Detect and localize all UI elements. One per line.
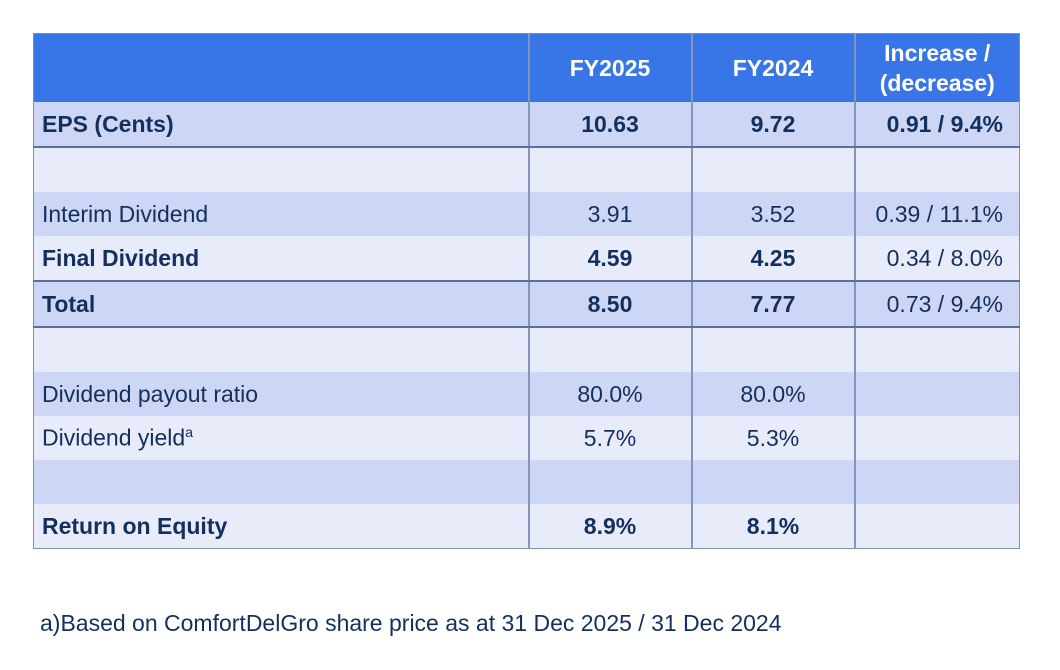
table-row: Dividend payout ratio 80.0% 80.0% <box>33 372 1020 416</box>
header-fy2024: FY2024 <box>690 33 855 102</box>
table-row: Final Dividend 4.59 4.25 0.34 / 8.0% <box>33 236 1020 282</box>
change-value <box>853 504 1020 549</box>
fy2024-value: 8.1% <box>690 504 855 549</box>
change-value: 0.34 / 8.0% <box>853 236 1020 282</box>
fy2025-value <box>527 147 692 192</box>
fy2025-value: 8.50 <box>527 281 692 328</box>
row-label: Return on Equity <box>33 504 529 549</box>
row-label: Interim Dividend <box>33 192 529 236</box>
fy2025-value: 10.63 <box>527 102 692 148</box>
header-change-line2: (decrease) <box>879 70 995 96</box>
row-label: EPS (Cents) <box>33 102 529 148</box>
fy2025-value: 80.0% <box>527 372 692 416</box>
footnote: a)Based on ComfortDelGro share price as … <box>40 610 782 636</box>
fy2024-value: 5.3% <box>690 416 855 460</box>
change-value <box>853 460 1020 504</box>
row-label: Total <box>33 281 529 328</box>
fy2024-value: 80.0% <box>690 372 855 416</box>
fy2025-value: 5.7% <box>527 416 692 460</box>
row-label <box>33 327 529 372</box>
row-label <box>33 460 529 504</box>
fy2025-value <box>527 460 692 504</box>
table-row <box>33 327 1020 372</box>
change-value <box>853 327 1020 372</box>
row-label <box>33 147 529 192</box>
fy2024-value <box>690 460 855 504</box>
change-value: 0.73 / 9.4% <box>853 281 1020 328</box>
table-row: Interim Dividend 3.91 3.52 0.39 / 11.1% <box>33 192 1020 236</box>
row-label: Final Dividend <box>33 236 529 282</box>
fy2024-value: 7.77 <box>690 281 855 328</box>
fy2024-value: 9.72 <box>690 102 855 148</box>
change-value <box>853 372 1020 416</box>
fy2024-value <box>690 147 855 192</box>
table-row <box>33 460 1020 504</box>
row-label: Dividend yielda <box>33 416 529 460</box>
change-value <box>853 416 1020 460</box>
dividend-table: FY2025 FY2024 Increase / (decrease) EPS (… <box>33 33 1020 549</box>
row-label-text: Dividend yield <box>42 424 186 451</box>
fy2024-value: 4.25 <box>690 236 855 282</box>
fy2025-value: 3.91 <box>527 192 692 236</box>
header-label <box>33 33 529 102</box>
table-row: Dividend yielda 5.7% 5.3% <box>33 416 1020 460</box>
fy2024-value: 3.52 <box>690 192 855 236</box>
header-change-line1: Increase / <box>884 40 991 66</box>
row-label: Dividend payout ratio <box>33 372 529 416</box>
footnote-marker: a <box>185 424 193 441</box>
change-value: 0.39 / 11.1% <box>853 192 1020 236</box>
fy2024-value <box>690 327 855 372</box>
change-value: 0.91 / 9.4% <box>853 102 1020 148</box>
table-row: Return on Equity 8.9% 8.1% <box>33 504 1020 549</box>
fy2025-value <box>527 327 692 372</box>
table-row: Total 8.50 7.77 0.73 / 9.4% <box>33 281 1020 328</box>
header-change: Increase / (decrease) <box>853 33 1020 102</box>
header-row: FY2025 FY2024 Increase / (decrease) <box>33 33 1020 102</box>
change-value <box>853 147 1020 192</box>
fy2025-value: 4.59 <box>527 236 692 282</box>
table-row: EPS (Cents) 10.63 9.72 0.91 / 9.4% <box>33 102 1020 148</box>
table-row <box>33 147 1020 192</box>
header-fy2025: FY2025 <box>527 33 692 102</box>
fy2025-value: 8.9% <box>527 504 692 549</box>
